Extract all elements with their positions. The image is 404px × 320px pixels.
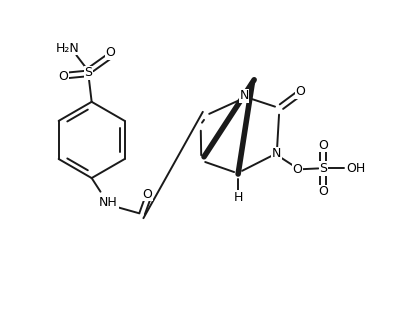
Text: O: O <box>292 163 302 176</box>
Text: O: O <box>143 188 152 201</box>
Text: O: O <box>295 85 305 98</box>
Text: O: O <box>318 139 328 152</box>
Text: NH: NH <box>99 196 118 209</box>
Text: O: O <box>318 185 328 198</box>
Text: N: N <box>271 148 281 161</box>
Text: O: O <box>59 70 69 83</box>
Text: OH: OH <box>347 162 366 175</box>
Text: O: O <box>105 46 116 60</box>
Text: S: S <box>319 162 327 175</box>
Text: H₂N: H₂N <box>56 42 80 54</box>
Text: S: S <box>84 67 93 79</box>
Text: H: H <box>234 191 243 204</box>
Text: N: N <box>240 89 249 102</box>
